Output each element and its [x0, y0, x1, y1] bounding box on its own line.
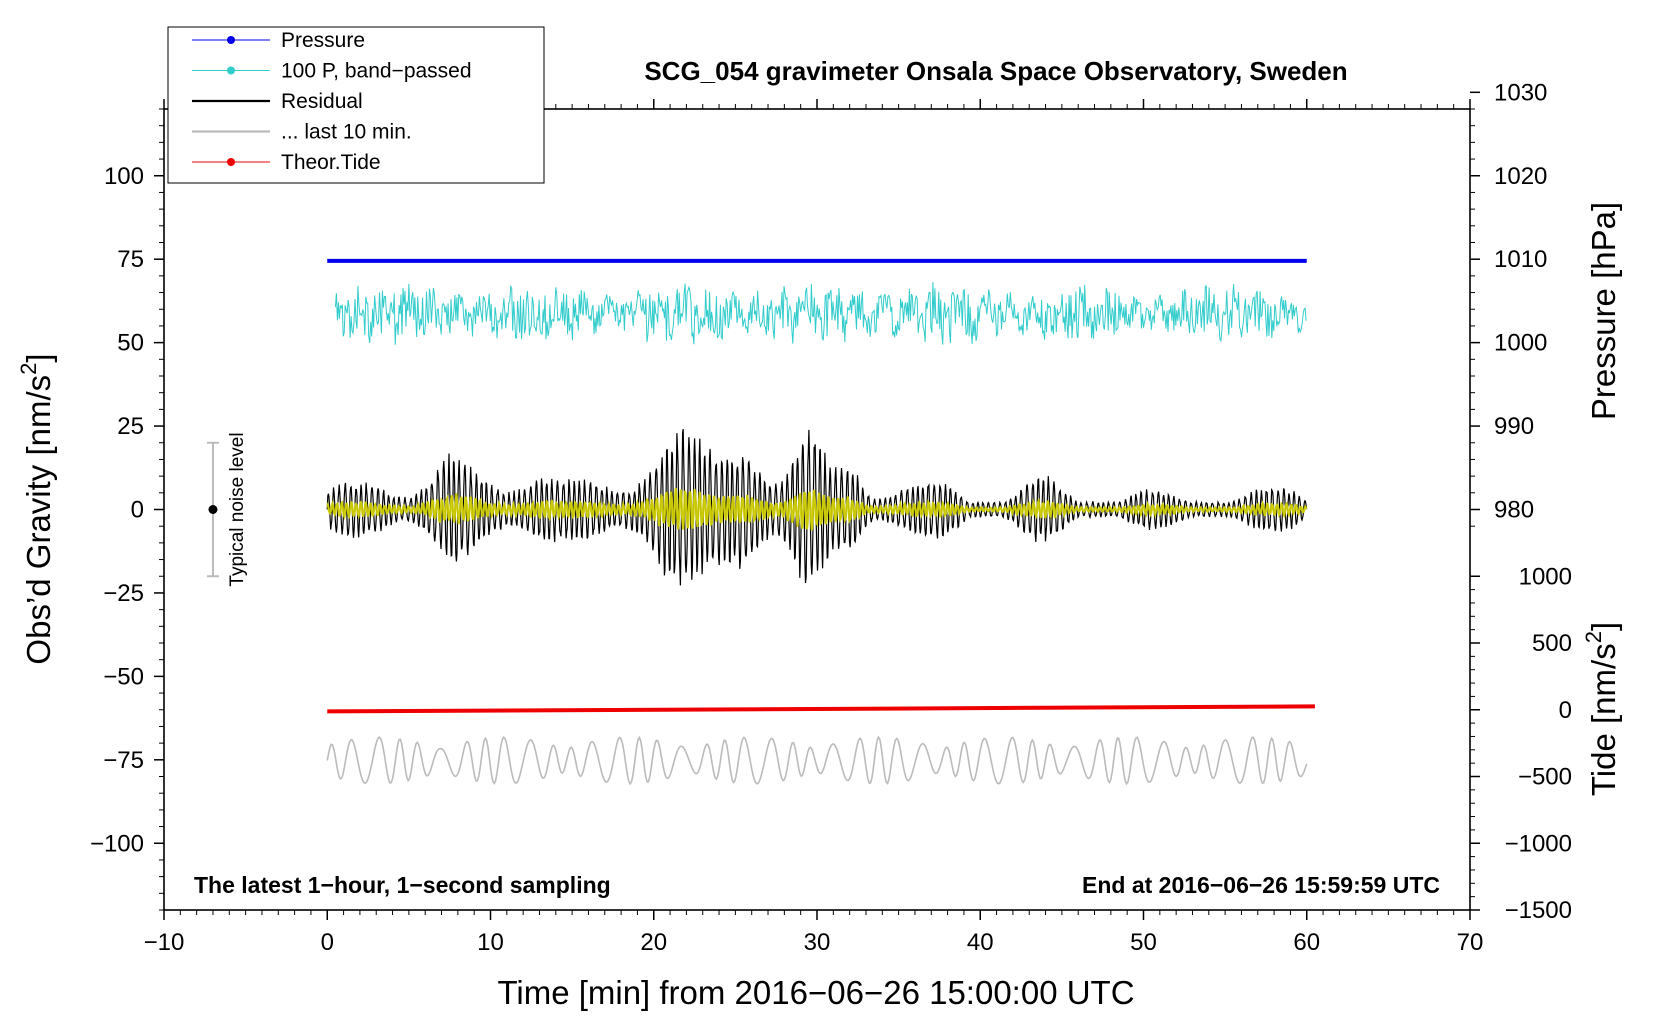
- x-axis-title: Time [min] from 2016−06−26 15:00:00 UTC: [497, 974, 1134, 1011]
- tide-tick-label: 1000: [1519, 563, 1572, 590]
- legend-marker: [227, 66, 235, 75]
- noise-center-dot: [208, 505, 218, 514]
- tide-tick-label: −1500: [1505, 897, 1572, 924]
- legend: Pressure 100 P, band−passed Residual ... la…: [167, 26, 545, 184]
- x-axis: −10 0 10 20 30 40 50 60 70: [144, 99, 1484, 956]
- y-axis-pressure-title: Pressure [hPa]: [1585, 202, 1622, 420]
- tide-tick-label: −1000: [1505, 830, 1572, 857]
- tide-tick-label: 0: [1559, 697, 1572, 724]
- tide-tick-label: 500: [1532, 630, 1572, 657]
- last-10-min-series: [326, 735, 1308, 786]
- pressure-tick-label: 980: [1494, 497, 1534, 524]
- y-tick-label: −50: [103, 663, 144, 690]
- x-tick-label: 40: [967, 929, 994, 956]
- y-tick-label: 25: [117, 413, 144, 440]
- sampling-note: The latest 1−hour, 1−second sampling: [194, 872, 611, 898]
- y-tick-label: −100: [90, 830, 144, 857]
- y-axis-left-title: Obs’d Gravity [nm/s2]: [16, 353, 57, 664]
- x-tick-label: 10: [477, 929, 504, 956]
- end-time-note: End at 2016−06−26 15:59:59 UTC: [1082, 872, 1440, 898]
- y-axis-pressure: 1030 1020 1010 1000 990 980: [1470, 79, 1547, 527]
- x-tick-label: 60: [1293, 929, 1320, 956]
- y-axis-tide: 1000 500 0 −500 −1000 −1500: [1470, 563, 1572, 924]
- y-tick-label: 50: [117, 330, 144, 357]
- y-tick-label: 0: [131, 497, 144, 524]
- y-tick-label: 75: [117, 246, 144, 273]
- legend-label: Pressure: [281, 29, 365, 52]
- legend-label: ... last 10 min.: [281, 121, 412, 144]
- pressure-tick-label: 1000: [1494, 330, 1547, 357]
- theoretical-tide-series: [327, 704, 1315, 714]
- legend-label: Theor.Tide: [281, 151, 381, 174]
- pressure-tick-label: 990: [1494, 413, 1534, 440]
- legend-box: [167, 26, 545, 184]
- y-tick-label: −25: [103, 580, 144, 607]
- legend-marker: [227, 158, 235, 166]
- x-tick-label: −10: [144, 929, 185, 956]
- y-axis-tide-title: Tide [nm/s2]: [1581, 622, 1622, 796]
- legend-marker: [227, 36, 235, 44]
- y-tick-label: 100: [104, 163, 144, 190]
- x-tick-label: 70: [1457, 929, 1484, 956]
- pressure-tick-label: 1020: [1494, 163, 1547, 190]
- legend-label: 100 P, band−passed: [281, 60, 472, 83]
- x-tick-label: 30: [804, 929, 831, 956]
- residual-smoothed-series: [326, 488, 1308, 531]
- y-tick-label: −75: [103, 747, 144, 774]
- pressure-tick-label: 1030: [1494, 79, 1547, 106]
- traces-layer: [326, 258, 1315, 786]
- pressure-tick-label: 1010: [1494, 246, 1547, 273]
- x-tick-label: 50: [1130, 929, 1157, 956]
- chart-title: SCG_054 gravimeter Onsala Space Observat…: [644, 56, 1347, 86]
- x-tick-label: 0: [321, 929, 334, 956]
- legend-label: Residual: [281, 90, 363, 113]
- noise-level-indicator: Typical noise level: [206, 432, 248, 587]
- bandpassed-pressure-series: [334, 282, 1307, 345]
- x-tick-label: 20: [640, 929, 667, 956]
- tide-tick-label: −500: [1518, 764, 1572, 791]
- y-axis-left: 100 75 50 25 0 −25 −50 −75 −100: [90, 108, 164, 911]
- noise-level-label: Typical noise level: [227, 432, 248, 586]
